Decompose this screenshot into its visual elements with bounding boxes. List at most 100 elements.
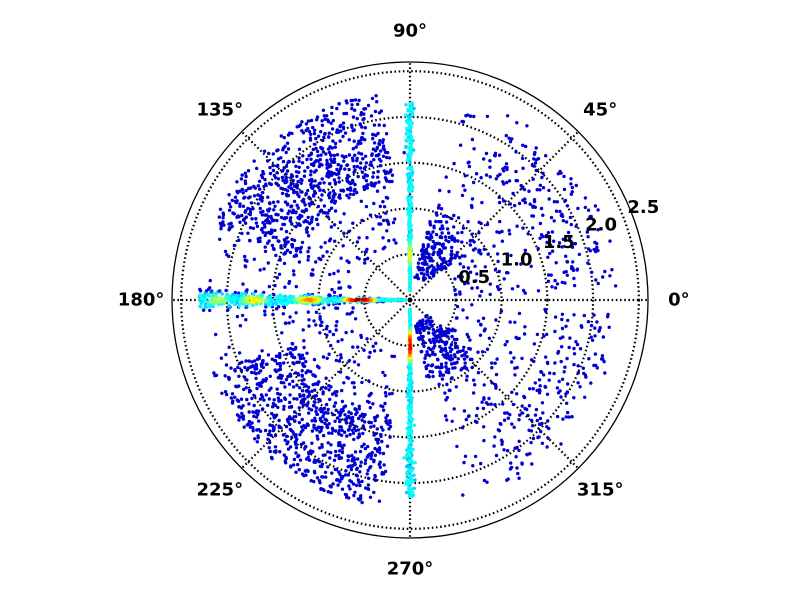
scatter-point (240, 173, 244, 177)
scatter-point (444, 175, 448, 179)
scatter-point (297, 406, 301, 410)
scatter-point (369, 425, 373, 429)
scatter-point (380, 472, 384, 476)
scatter-point (408, 200, 412, 204)
scatter-point (348, 479, 352, 483)
scatter-point (420, 252, 424, 257)
scatter-point (304, 359, 308, 364)
scatter-point (516, 284, 520, 288)
scatter-point (340, 388, 344, 393)
scatter-point (318, 315, 322, 319)
scatter-point (385, 229, 389, 233)
scatter-point (473, 383, 477, 387)
scatter-point (313, 460, 318, 464)
scatter-point (337, 359, 342, 363)
scatter-point (227, 254, 231, 259)
scatter-point (271, 219, 275, 223)
scatter-point (439, 334, 444, 338)
scatter-point (351, 147, 355, 151)
scatter-point (337, 180, 341, 184)
polar-frame (171, 61, 649, 539)
scatter-point (410, 173, 414, 177)
scatter-point (496, 259, 500, 264)
scatter-point (411, 447, 415, 452)
scatter-point (279, 227, 284, 231)
scatter-point (593, 334, 597, 338)
scatter-point (258, 429, 263, 433)
scatter-point (355, 240, 360, 244)
scatter-point (586, 208, 591, 212)
scatter-point (561, 219, 566, 223)
scatter-point (324, 152, 328, 156)
scatter-point (358, 122, 362, 126)
scatter-point (266, 403, 270, 407)
scatter-point (445, 395, 449, 400)
scatter-point (318, 416, 322, 421)
scatter-point (377, 499, 382, 503)
scatter-point (387, 392, 392, 396)
scatter-point (345, 375, 349, 380)
scatter-point (422, 344, 426, 348)
scatter-point (261, 190, 265, 195)
scatter-point (329, 121, 333, 126)
scatter-point (246, 169, 251, 173)
scatter-point (305, 220, 309, 224)
scatter-point (487, 336, 492, 340)
scatter-point (321, 355, 326, 359)
scatter-point (594, 278, 598, 282)
scatter-point (253, 289, 258, 293)
scatter-point (505, 478, 509, 482)
scatter-point (497, 269, 501, 274)
scatter-point (301, 154, 305, 158)
scatter-point (320, 475, 324, 479)
scatter-point (444, 329, 448, 333)
scatter-point (535, 418, 539, 423)
scatter-point (214, 297, 218, 301)
scatter-point (334, 358, 338, 363)
scatter-point (367, 355, 371, 359)
scatter-point (498, 172, 502, 177)
scatter-point (348, 432, 352, 437)
scatter-point (307, 154, 311, 158)
scatter-point (306, 469, 310, 473)
scatter-point (292, 397, 296, 401)
scatter-point (409, 400, 414, 404)
scatter-point (248, 207, 253, 211)
scatter-point (444, 370, 448, 374)
scatter-point (241, 417, 246, 421)
scatter-point (281, 312, 285, 316)
scatter-point (289, 465, 293, 469)
scatter-point (586, 320, 591, 324)
scatter-point (407, 467, 411, 471)
scatter-point (479, 322, 483, 327)
scatter-point (248, 423, 252, 427)
scatter-point (243, 375, 247, 379)
scatter-point (364, 204, 369, 209)
scatter-point (409, 422, 413, 426)
scatter-point (315, 476, 320, 480)
scatter-point (235, 385, 239, 389)
scatter-point (329, 153, 333, 157)
scatter-point (382, 169, 386, 173)
scatter-point (409, 121, 413, 125)
scatter-point (199, 305, 203, 309)
scatter-point (470, 357, 474, 362)
scatter-point (246, 206, 250, 211)
scatter-point (294, 210, 298, 214)
scatter-point (331, 189, 336, 193)
scatter-point (572, 346, 576, 351)
scatter-point (204, 289, 209, 293)
scatter-point (419, 249, 424, 253)
scatter-point (320, 320, 324, 324)
scatter-point (220, 391, 224, 395)
scatter-point (337, 102, 341, 106)
scatter-point (408, 216, 413, 220)
scatter-point (339, 433, 344, 437)
scatter-point (306, 395, 310, 399)
scatter-point (381, 370, 385, 375)
scatter-point (382, 185, 386, 190)
scatter-point (294, 254, 299, 258)
scatter-point (354, 298, 359, 302)
scatter-point (606, 312, 610, 317)
